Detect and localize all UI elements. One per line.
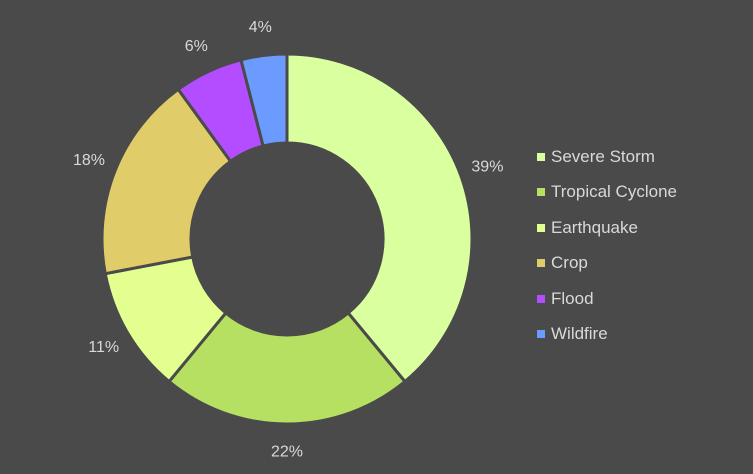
legend-label: Flood [551, 288, 594, 308]
legend-label: Tropical Cyclone [551, 182, 677, 202]
legend-label: Crop [551, 253, 588, 273]
legend-swatch [537, 259, 545, 268]
legend-swatch [537, 188, 545, 197]
data-label-severe-storm: 39% [471, 158, 503, 175]
legend-swatch [537, 152, 545, 161]
slice-tropical-cyclone [166, 310, 408, 426]
legend-item-crop: Crop [537, 246, 677, 282]
data-label-flood: 6% [185, 38, 208, 55]
legend-item-wildfire: Wildfire [537, 317, 677, 353]
data-label-crop: 18% [73, 152, 105, 169]
legend-label: Wildfire [551, 324, 608, 344]
legend: Severe Storm Tropical Cyclone Earthquake Cr… [537, 139, 677, 352]
slice-severe-storm [285, 52, 474, 384]
data-label-tropical-cyclone: 22% [271, 444, 303, 461]
legend-swatch [537, 330, 545, 339]
data-label-earthquake: 11% [88, 339, 119, 356]
legend-item-earthquake: Earthquake [537, 210, 677, 246]
legend-item-flood: Flood [537, 281, 677, 317]
legend-swatch [537, 294, 545, 303]
legend-item-severe-storm: Severe Storm [537, 139, 677, 175]
data-label-wildfire: 4% [249, 19, 272, 36]
legend-item-tropical-cyclone: Tropical Cyclone [537, 175, 677, 211]
legend-label: Earthquake [551, 217, 638, 237]
slice-wildfire [239, 52, 289, 148]
legend-label: Severe Storm [551, 146, 655, 166]
slice-crop [100, 87, 233, 276]
legend-swatch [537, 223, 545, 232]
